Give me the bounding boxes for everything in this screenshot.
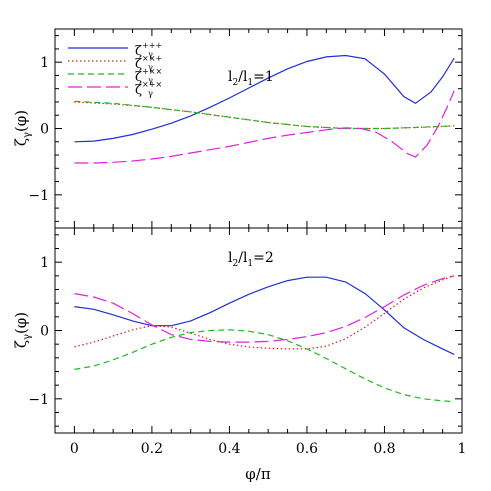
x-tick-labels: 0 0.2 0.4 0.6 0.8 1 xyxy=(70,441,467,457)
legend-entry: ζ+×× γ xyxy=(135,67,162,85)
panel-bottom-series xyxy=(74,275,455,403)
panel-top: −1 0 1 ζ+++ γζ××+ γζ+×× γζ×+× γ l2/l1=1 xyxy=(28,28,463,229)
panel-top-ticks xyxy=(55,29,463,228)
panel-top-label: l2/l1=1 xyxy=(228,69,274,88)
panel-top-y-tick-labels: −1 0 1 xyxy=(28,55,49,204)
y-tick-label: −1 xyxy=(28,392,49,408)
legend-entry: ζ+++ γ xyxy=(135,41,162,59)
x-tick-label: 0 xyxy=(70,441,79,457)
panel-bottom: −1 0 1 0 0.2 0.4 0.6 0.8 1 l2/l1=2 xyxy=(28,227,467,457)
series-line xyxy=(74,100,455,130)
y-tick-label: 1 xyxy=(40,255,49,271)
series-line xyxy=(74,90,455,164)
x-tick-label: 0.8 xyxy=(373,441,395,457)
legend: ζ+++ γζ××+ γζ+×× γζ×+× γ xyxy=(68,41,162,98)
y-axis-label-top: ζγ(φ) xyxy=(12,110,33,146)
series-line xyxy=(74,54,455,143)
y-tick-label: 1 xyxy=(40,55,49,71)
series-line xyxy=(74,101,455,130)
panel-top-frame xyxy=(54,28,463,229)
x-tick-label: 0.2 xyxy=(141,441,163,457)
series-line xyxy=(74,275,455,350)
x-tick-label: 1 xyxy=(458,441,467,457)
series-line xyxy=(74,275,455,343)
legend-entry: ζ×+× γ xyxy=(135,80,162,98)
legend-entry: ζ××+ γ xyxy=(135,54,162,72)
x-tick-label: 0.6 xyxy=(296,441,318,457)
panel-top-series xyxy=(74,54,455,164)
series-line xyxy=(74,329,455,403)
y-tick-label: −1 xyxy=(28,188,49,204)
series-line xyxy=(74,276,455,355)
panel-bottom-ticks xyxy=(55,228,463,433)
y-tick-label: 0 xyxy=(40,324,49,340)
y-tick-label: 0 xyxy=(40,122,49,138)
x-axis-label: φ/π xyxy=(245,465,271,483)
panel-bottom-label: l2/l1=2 xyxy=(228,250,274,269)
y-axis-label-bottom: ζγ(φ) xyxy=(12,312,33,348)
x-tick-label: 0.4 xyxy=(218,441,240,457)
panel-bottom-y-tick-labels: −1 0 1 xyxy=(28,255,49,408)
